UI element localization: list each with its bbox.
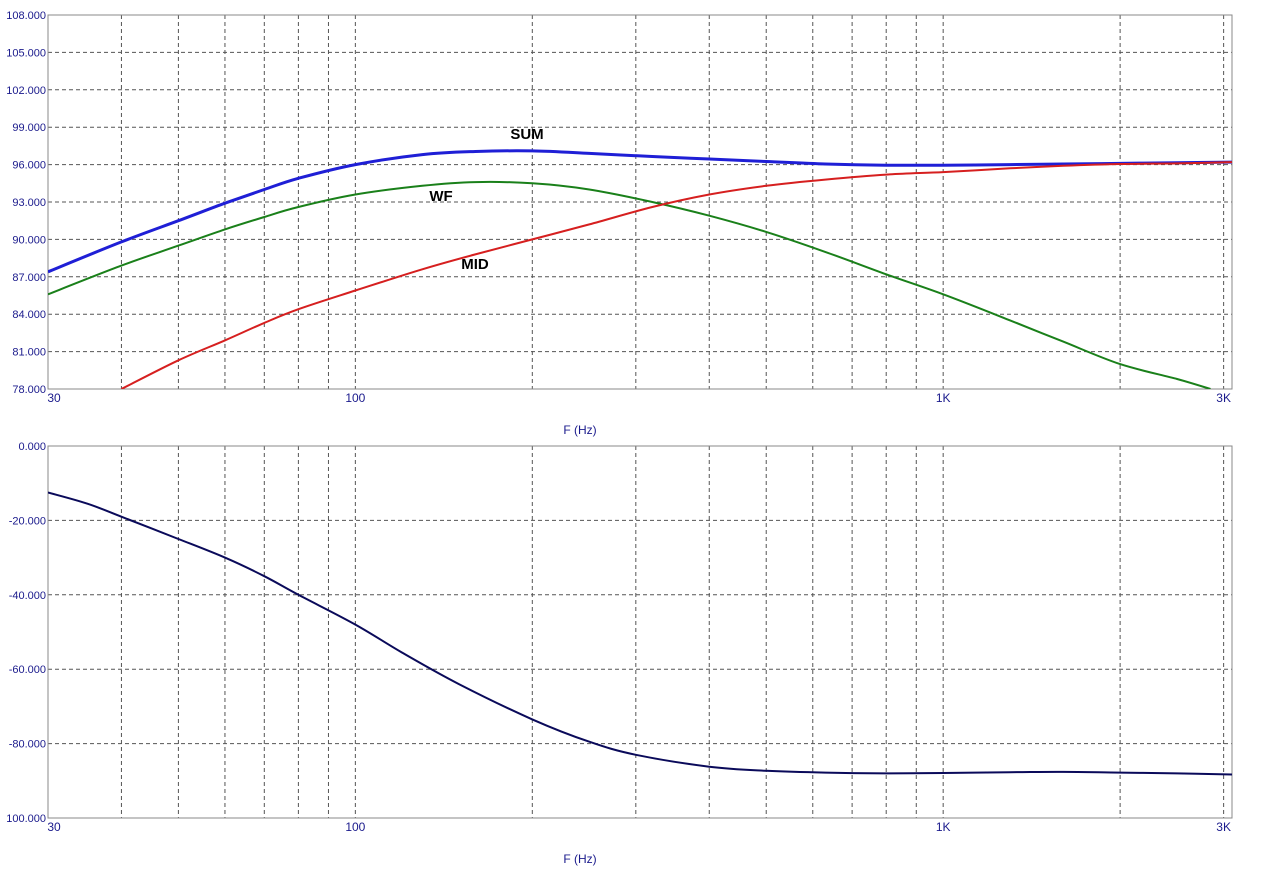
magnitude-y-tick-label: 105.000 — [6, 47, 46, 59]
magnitude-y-tick-label: 81.000 — [12, 347, 46, 359]
magnitude-y-tick-label: 96.000 — [12, 160, 46, 172]
magnitude-y-tick-label: 84.000 — [12, 309, 46, 321]
phase-y-tick-label: 100.000 — [6, 813, 46, 825]
magnitude-y-tick-label: 102.000 — [6, 85, 46, 97]
wf-series-label: WF — [429, 188, 452, 205]
phase-plot-frame — [47, 445, 1233, 819]
phase-x-tick-label: 100 — [345, 820, 365, 834]
wf-curve — [48, 180, 1211, 389]
phase-y-tick-label: -20.000 — [9, 515, 46, 527]
mid-curve — [120, 161, 1232, 389]
magnitude-chart: 78.000 81.000 84.000 87.000 90.000 93.000 96.0… — [6, 10, 1233, 437]
magnitude-grid — [48, 15, 1232, 389]
mid-series-label: MID — [461, 256, 489, 273]
phase-chart: 0.000 -20.000 -40.000 -60.000 -80.000 100.000… — [6, 441, 1233, 866]
magnitude-plot-frame — [47, 14, 1233, 390]
phase-x-axis-label: F (Hz) — [563, 852, 596, 866]
sum-series-label: SUM — [510, 126, 543, 143]
phase-curve — [48, 491, 1232, 776]
magnitude-y-tick-label: 108.000 — [6, 10, 46, 22]
magnitude-y-tick-label: 87.000 — [12, 272, 46, 284]
magnitude-x-tick-label: 30 — [47, 391, 61, 405]
magnitude-y-tick-label: 90.000 — [12, 234, 46, 246]
phase-y-tick-label: -80.000 — [9, 739, 46, 751]
phase-grid — [48, 446, 1232, 818]
magnitude-y-tick-label: 99.000 — [12, 122, 46, 134]
magnitude-x-axis-label: F (Hz) — [563, 423, 596, 437]
phase-y-tick-label: -40.000 — [9, 590, 46, 602]
magnitude-y-tick-label: 78.000 — [12, 384, 46, 396]
phase-x-tick-label: 30 — [47, 820, 61, 834]
phase-x-tick-label: 3K — [1216, 820, 1231, 834]
magnitude-x-tick-label: 100 — [345, 391, 365, 405]
magnitude-x-tick-label: 3K — [1216, 391, 1231, 405]
magnitude-x-tick-label: 1K — [936, 391, 951, 405]
phase-y-tick-label: 0.000 — [18, 441, 46, 453]
phase-x-tick-label: 1K — [936, 820, 951, 834]
phase-y-tick-label: -60.000 — [9, 664, 46, 676]
magnitude-y-tick-label: 93.000 — [12, 197, 46, 209]
sum-curve — [48, 149, 1232, 274]
